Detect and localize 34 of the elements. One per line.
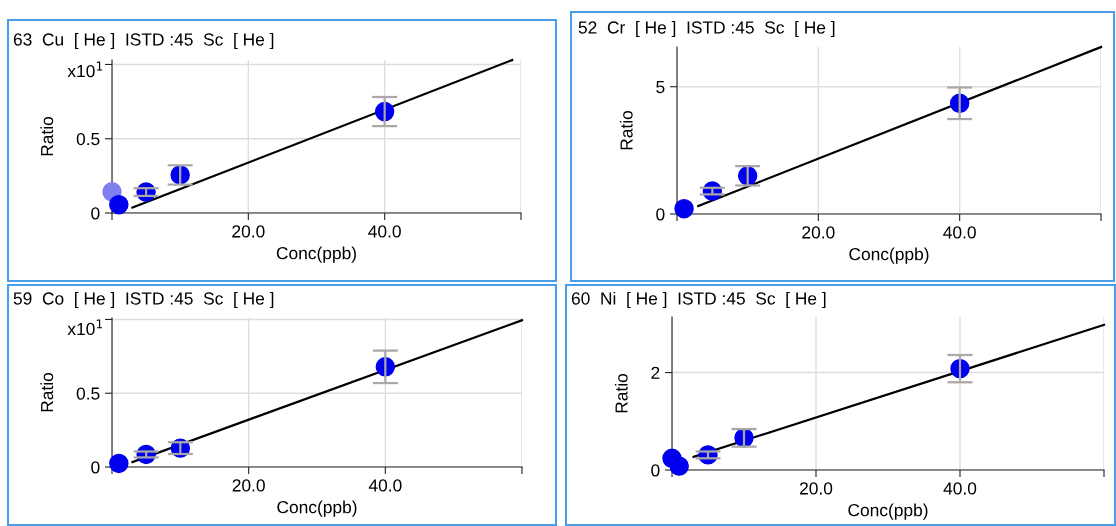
chart-title: 60 Ni [ He ] ISTD :45 Sc [ He ] [571,291,826,309]
chart-title: 63 Cu [ He ] ISTD :45 Sc [ He ] [13,32,274,50]
y-tick-label: 5 [656,81,665,94]
x-axis-title: Conc(ppb) [848,503,928,520]
x-axis-title: Conc(ppb) [849,247,929,264]
text: x10$^{1}$ [67,61,103,78]
x-tick-label: 40.0 [943,482,977,495]
y-tick-label: 0 [656,208,665,221]
y-axis-title: Ratio [40,116,54,156]
x-tick-label: 40.0 [943,226,976,239]
x-tick-label: 40.0 [368,225,401,238]
x-axis-title: Conc(ppb) [277,500,357,517]
x-tick-label: 20.0 [799,482,833,495]
point [109,453,129,474]
y-tick-label: 2 [651,366,660,379]
x-tick-label: 20.0 [802,226,835,239]
y-tick-label: 0 [91,461,100,474]
chart-title: 59 Co [ He ] ISTD :45 Sc [ He ] [13,291,274,309]
y-tick-label: 0 [651,464,660,477]
x-tick-label: 40.0 [368,479,402,492]
text: x10$^{1}$ [67,319,103,336]
y-axis-title: Ratio [619,110,633,150]
point [109,194,129,215]
y-tick-label: 0.5 [76,132,100,146]
y-tick-label: 0 [91,207,100,220]
x-axis-title: Conc(ppb) [276,246,356,263]
point [674,198,694,219]
y-axis-title: Ratio [40,372,54,412]
point [669,456,689,476]
y-axis-title: Ratio [614,373,628,413]
x-tick-label: 20.0 [232,225,265,238]
y-tick-label: 0.5 [76,387,100,400]
chart-title: 52 Cr [ He ] ISTD :45 Sc [ He ] [578,20,835,38]
x-tick-label: 20.0 [232,479,265,492]
